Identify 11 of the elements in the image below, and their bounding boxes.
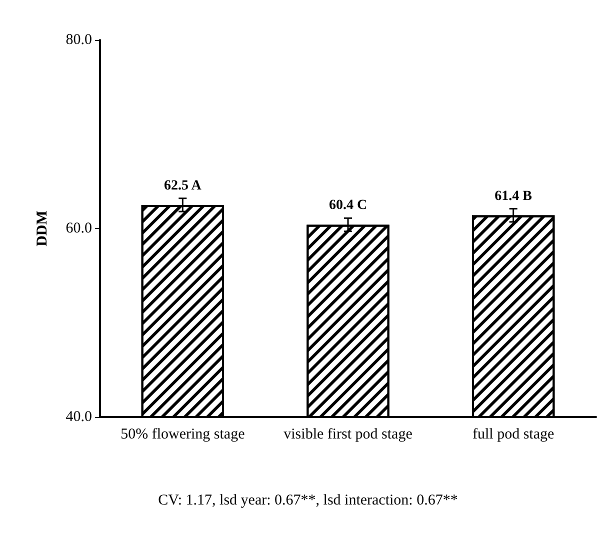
- text: CV: 1.17, lsd year: 0.67**, lsd interaction: 0.67**: [158, 492, 458, 508]
- y-tick-label: 40.0: [66, 409, 92, 425]
- y-tick-label: 80.0: [66, 32, 92, 48]
- y-tick-label: 60.0: [66, 220, 92, 236]
- data-label: 61.4 B: [494, 188, 532, 204]
- x-tick-label: 50% flowering stage: [120, 426, 246, 442]
- data-label: 60.4 C: [328, 198, 368, 214]
- data-label: 62.5 A: [164, 178, 202, 194]
- y-axis-title: DDM: [34, 210, 50, 246]
- x-tick-label: visible first pod stage: [284, 426, 413, 442]
- x-tick-label: full pod stage: [472, 426, 554, 442]
